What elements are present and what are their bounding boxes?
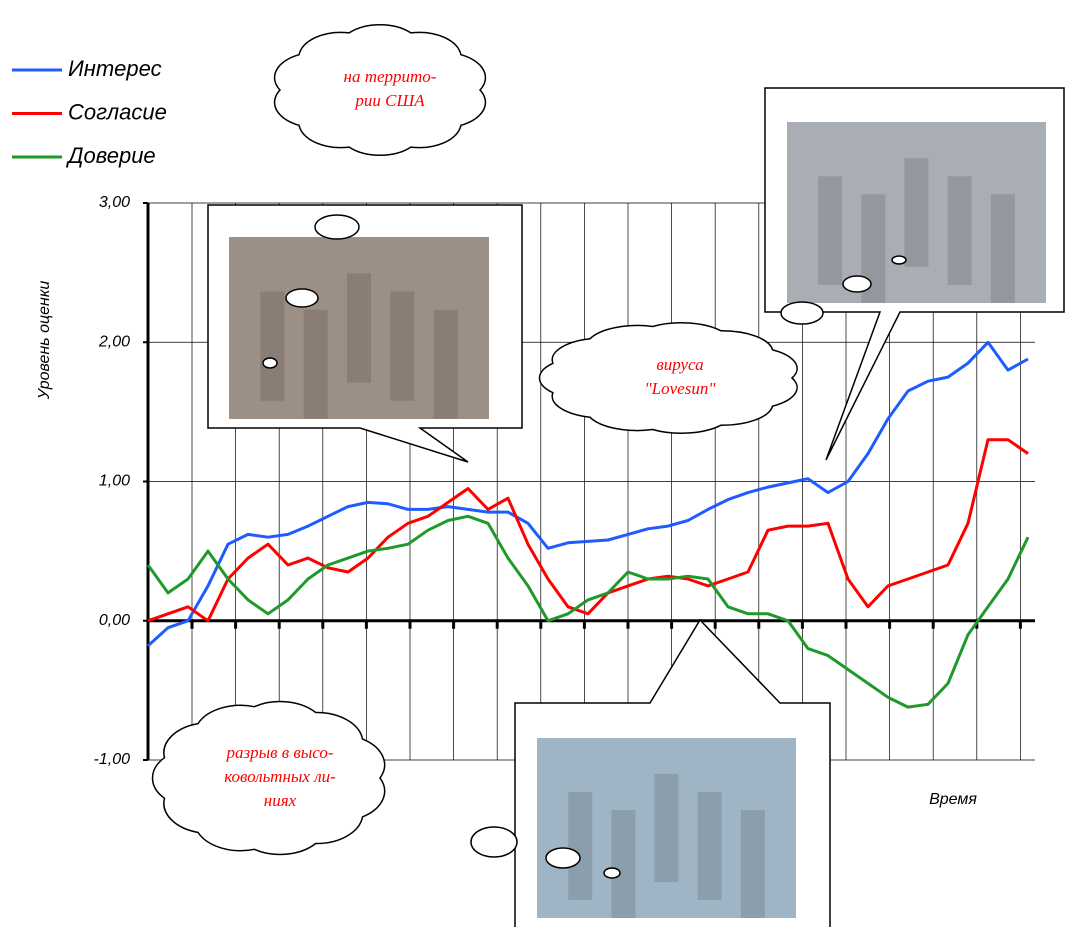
overlay: Интерес Согласие Доверие на террито-рии США…: [12, 24, 1065, 927]
legend-label: Интерес: [68, 56, 162, 81]
photo-detail: [303, 309, 328, 419]
thought-bubble: [470, 826, 518, 858]
annotation: "Lovesun": [645, 379, 717, 398]
photo-detail: [347, 273, 371, 383]
cloud: [273, 24, 487, 156]
legend-label: Согласие: [68, 99, 167, 124]
y-tick-label: 3,00: [99, 194, 130, 211]
photo: [537, 738, 796, 918]
photo-detail: [654, 774, 679, 882]
thought-bubble: [891, 255, 907, 265]
photo-detail: [947, 176, 972, 285]
annotation: ниях: [264, 791, 297, 810]
legend-label: Доверие: [65, 143, 156, 168]
photo-detail: [568, 792, 593, 900]
photo-detail: [390, 291, 415, 401]
thought-bubble: [780, 301, 824, 325]
x-axis-label: Время: [929, 791, 977, 808]
thought-bubble: [842, 275, 872, 293]
thought-bubble: [603, 867, 621, 879]
photo-detail: [260, 291, 285, 401]
thought-bubble: [285, 288, 319, 308]
annotation: ковольтных ли-: [224, 767, 336, 786]
photo-detail: [740, 810, 765, 918]
y-tick-label: 1,00: [99, 473, 130, 490]
photo-detail: [433, 309, 458, 419]
series-line: [146, 514, 1030, 709]
series-line: [146, 340, 1029, 647]
thought-bubble: [262, 357, 278, 369]
annotation: разрыв в высо-: [225, 743, 333, 762]
photo-detail: [697, 792, 722, 900]
y-tick-label: 2,00: [98, 333, 130, 350]
y-tick-label: 0,00: [99, 612, 130, 629]
cloud: [151, 700, 386, 856]
thought-bubble: [314, 214, 360, 240]
annotation: рии США: [354, 91, 425, 110]
photo-detail: [904, 158, 929, 267]
photo: [787, 122, 1046, 303]
y-tick-label: -1,00: [94, 751, 131, 768]
photo-detail: [990, 194, 1015, 303]
y-axis-label: Уровень оценки: [36, 281, 53, 401]
photo: [229, 237, 489, 419]
series-line: [147, 438, 1029, 623]
annotation: на террито-: [344, 67, 437, 86]
photo-detail: [611, 810, 636, 918]
cloud: [538, 322, 798, 434]
photo-detail: [818, 176, 843, 285]
thought-bubble: [545, 847, 581, 869]
annotation: вируса: [656, 355, 703, 374]
